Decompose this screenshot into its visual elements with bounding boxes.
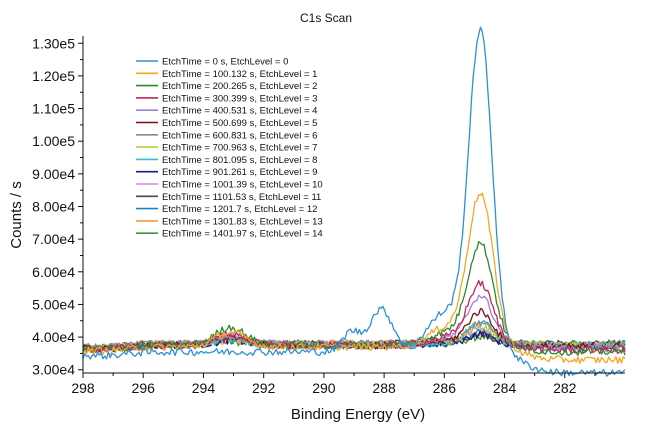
legend-label-2: EtchTime = 200.265 s, EtchLevel = 2 [162,81,317,92]
legend-label-1: EtchTime = 100.132 s, EtchLevel = 1 [162,69,317,80]
y-tick-label-0: 3.00e4 [32,362,75,378]
y-tick-label-3: 6.00e4 [32,264,75,280]
x-tick-label-8: 282 [553,380,577,396]
x-tick-label-5: 288 [372,380,396,396]
y-tick-label-8: 1.10e5 [32,101,75,117]
legend-label-3: EtchTime = 300.399 s, EtchLevel = 3 [162,93,317,104]
x-tick-label-6: 286 [433,380,457,396]
x-tick-label-2: 294 [192,380,216,396]
series-layer [82,26,626,377]
x-tick-label-7: 284 [493,380,517,396]
x-tick-label-1: 296 [132,380,156,396]
legend-label-5: EtchTime = 500.699 s, EtchLevel = 5 [162,118,317,129]
y-tick-label-5: 8.00e4 [32,199,75,215]
x-tick-label-4: 290 [312,380,336,396]
series-line-0 [82,26,626,377]
y-tick-label-6: 9.00e4 [32,166,75,182]
legend-label-0: EtchTime = 0 s, EtchLevel = 0 [162,57,288,68]
legend-label-9: EtchTime = 901.261 s, EtchLevel = 9 [162,167,317,178]
legend-label-11: EtchTime = 1101.53 s, EtchLevel = 11 [162,192,321,203]
y-tick-label-9: 1.20e5 [32,68,75,84]
y-tick-label-4: 7.00e4 [32,231,75,247]
legend-label-13: EtchTime = 1301.83 s, EtchLevel = 13 [162,216,323,227]
y-tick-label-1: 4.00e4 [32,329,75,345]
legend-label-14: EtchTime = 1401.97 s, EtchLevel = 14 [162,229,323,240]
legend-label-8: EtchTime = 801.095 s, EtchLevel = 8 [162,155,317,166]
y-tick-label-7: 1.00e5 [32,133,75,149]
axes-layer: 3.00e4 4.00e4 5.00e4 6.00e4 7.00e4 8.00e4 9.00… [32,35,625,396]
x-tick-label-3: 292 [252,380,276,396]
series-line-1 [82,192,626,365]
legend-label-12: EtchTime = 1201.7 s, EtchLevel = 12 [162,204,317,215]
x-axis-title: Binding Energy (eV) [291,406,425,423]
y-axis-title: Counts / s [8,181,25,249]
legend-label-10: EtchTime = 1001.39 s, EtchLevel = 10 [162,180,323,191]
chart-title: C1s Scan [300,11,352,25]
legend-label-4: EtchTime = 400.531 s, EtchLevel = 4 [162,106,317,117]
legend-label-7: EtchTime = 700.963 s, EtchLevel = 7 [162,143,317,154]
y-tick-label-2: 5.00e4 [32,296,75,312]
y-tick-label-10: 1.30e5 [32,35,75,51]
legend-label-6: EtchTime = 600.831 s, EtchLevel = 6 [162,130,317,141]
x-tick-label-0: 298 [71,380,95,396]
